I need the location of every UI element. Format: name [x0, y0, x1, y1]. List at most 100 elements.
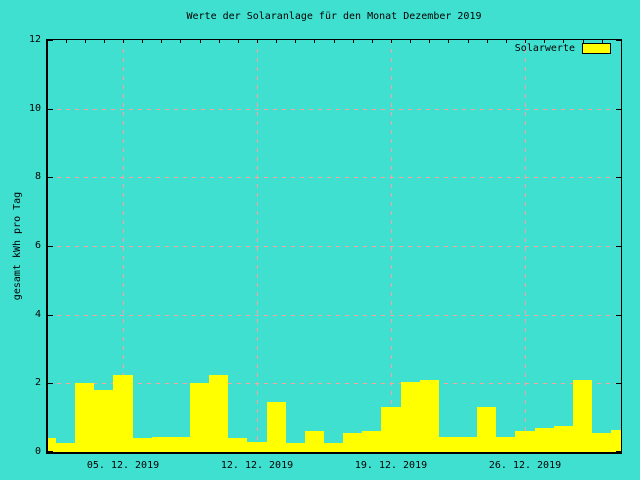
bar-day-2	[56, 443, 75, 452]
y-tick-label-2: 2	[34, 377, 41, 388]
bar-day-17	[343, 433, 362, 452]
bar-day-30	[592, 433, 611, 452]
y-tick-label-0: 0	[34, 446, 41, 457]
y-tick-left-10	[48, 109, 53, 110]
top-tick-day-22	[448, 40, 449, 43]
v-gridline-day-5	[123, 40, 124, 452]
bar-day-3	[75, 383, 94, 452]
y-tick-left-0	[48, 451, 53, 452]
bar-day-15	[305, 431, 324, 452]
h-gridline-4	[48, 315, 621, 316]
bar-day-24	[477, 407, 496, 452]
y-tick-right-4	[616, 315, 621, 316]
x-tick-label-day-12: 12. 12. 2019	[220, 460, 294, 471]
bar-day-8	[171, 437, 190, 452]
top-tick-day-5	[123, 40, 124, 43]
h-gridline-8	[48, 177, 621, 178]
top-tick-day-11	[238, 40, 239, 43]
bar-day-16	[324, 443, 343, 452]
v-gridline-day-26	[525, 40, 526, 452]
v-gridline-day-19	[391, 40, 392, 452]
y-tick-label-8: 8	[34, 171, 41, 182]
chart-title: Werte der Solaranlage für den Monat Deze…	[186, 11, 482, 22]
top-tick-day-18	[372, 40, 373, 43]
h-gridline-2	[48, 383, 621, 384]
top-tick-day-30	[602, 40, 603, 43]
v-gridline-day-12	[257, 40, 258, 452]
bar-day-4	[94, 390, 113, 452]
h-gridline-10	[48, 109, 621, 110]
y-tick-label-4: 4	[34, 309, 41, 320]
x-tick-label-day-19: 19. 12. 2019	[354, 460, 428, 471]
bar-day-13	[267, 402, 286, 452]
bar-day-29	[573, 380, 592, 452]
legend-label: Solarwerte	[514, 43, 575, 54]
x-tick-label-day-26: 26. 12. 2019	[488, 460, 562, 471]
y-tick-right-12	[616, 40, 621, 41]
bar-day-25	[496, 437, 515, 452]
top-tick-day-27	[544, 40, 545, 43]
top-tick-day-3	[85, 40, 86, 43]
top-tick-day-8	[180, 40, 181, 43]
top-tick-day-20	[410, 40, 411, 43]
bar-day-9	[190, 383, 209, 452]
y-tick-right-2	[616, 383, 621, 384]
top-tick-day-15	[314, 40, 315, 43]
y-tick-label-10: 10	[28, 103, 41, 114]
y-tick-left-12	[48, 40, 53, 41]
top-tick-day-2	[66, 40, 67, 43]
y-tick-right-6	[616, 246, 621, 247]
y-tick-right-8	[616, 177, 621, 178]
top-tick-day-14	[295, 40, 296, 43]
bar-day-21	[420, 380, 439, 452]
bar-day-11	[228, 438, 247, 452]
top-tick-day-26	[525, 40, 526, 43]
top-tick-day-6	[142, 40, 143, 43]
bar-day-23	[458, 437, 477, 452]
y-tick-left-2	[48, 383, 53, 384]
top-tick-day-21	[429, 40, 430, 43]
top-tick-day-13	[276, 40, 277, 43]
y-tick-left-6	[48, 246, 53, 247]
bar-day-27	[535, 428, 554, 452]
y-tick-label-12: 12	[28, 34, 41, 45]
top-tick-day-4	[104, 40, 105, 43]
x-tick-label-day-5: 05. 12. 2019	[86, 460, 160, 471]
top-tick-day-28	[563, 40, 564, 43]
bar-day-1	[48, 438, 56, 452]
y-tick-right-10	[616, 109, 621, 110]
bar-day-26	[515, 431, 535, 452]
bar-day-18	[362, 431, 381, 452]
top-tick-day-12	[257, 40, 258, 43]
bar-day-7	[152, 437, 171, 452]
bar-day-31	[611, 430, 621, 452]
top-tick-day-16	[334, 40, 335, 43]
bar-day-19	[381, 407, 401, 452]
legend: Solarwerte	[515, 43, 611, 54]
bar-day-6	[133, 438, 152, 452]
bar-day-20	[401, 382, 420, 452]
bar-day-14	[286, 443, 305, 452]
bar-day-28	[554, 426, 573, 452]
top-tick-day-19	[391, 40, 392, 43]
bar-day-22	[439, 437, 458, 452]
y-tick-left-4	[48, 315, 53, 316]
bar-day-5	[113, 375, 133, 452]
top-tick-day-25	[506, 40, 507, 43]
bar-day-12	[247, 442, 267, 452]
h-gridline-6	[48, 246, 621, 247]
y-tick-left-8	[48, 177, 53, 178]
top-tick-day-10	[219, 40, 220, 43]
y-tick-label-6: 6	[34, 240, 41, 251]
top-tick-day-24	[487, 40, 488, 43]
top-tick-day-7	[161, 40, 162, 43]
top-tick-day-17	[353, 40, 354, 43]
legend-swatch	[582, 43, 611, 54]
bar-day-10	[209, 375, 228, 452]
top-tick-day-31	[621, 40, 622, 43]
plot-area: Solarwerte	[46, 39, 622, 454]
top-tick-day-29	[583, 40, 584, 43]
y-tick-right-0	[616, 451, 621, 452]
top-tick-day-9	[200, 40, 201, 43]
